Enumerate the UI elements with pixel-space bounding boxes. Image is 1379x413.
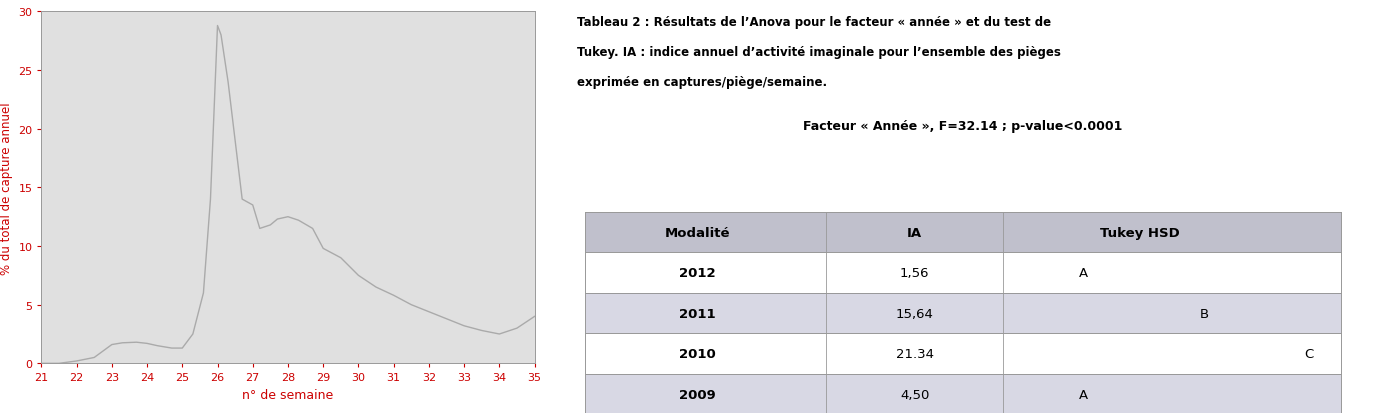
Text: IA: IA	[907, 226, 923, 239]
Text: 2011: 2011	[678, 307, 716, 320]
Text: 21.34: 21.34	[895, 347, 934, 360]
Text: Modalité: Modalité	[665, 226, 729, 239]
Text: 2010: 2010	[678, 347, 716, 360]
Bar	[585, 293, 1340, 334]
Text: Tableau 2 : Résultats de l’Anova pour le facteur « année » et du test de: Tableau 2 : Résultats de l’Anova pour le…	[576, 16, 1051, 29]
Text: 15,64: 15,64	[895, 307, 934, 320]
Text: 2012: 2012	[678, 266, 716, 280]
Text: Facteur « Année », F=32.14 ; p-value<0.0001: Facteur « Année », F=32.14 ; p-value<0.0…	[803, 119, 1123, 133]
Text: 2009: 2009	[678, 388, 716, 401]
Text: A: A	[1078, 266, 1088, 280]
Text: B: B	[1200, 307, 1209, 320]
Bar	[585, 374, 1340, 413]
Bar	[585, 334, 1340, 374]
Text: 4,50: 4,50	[900, 388, 929, 401]
Text: Tukey. IA : indice annuel d’activité imaginale pour l’ensemble des pièges: Tukey. IA : indice annuel d’activité ima…	[576, 46, 1060, 59]
Bar	[585, 253, 1340, 293]
X-axis label: n° de semaine: n° de semaine	[243, 388, 334, 401]
Text: 1,56: 1,56	[900, 266, 929, 280]
Text: exprimée en captures/piège/semaine.: exprimée en captures/piège/semaine.	[576, 76, 827, 88]
Y-axis label: % du total de capture annuel: % du total de capture annuel	[0, 102, 12, 274]
Text: Tukey HSD: Tukey HSD	[1100, 226, 1180, 239]
Text: C: C	[1305, 347, 1314, 360]
Bar	[585, 213, 1340, 253]
Text: A: A	[1078, 388, 1088, 401]
